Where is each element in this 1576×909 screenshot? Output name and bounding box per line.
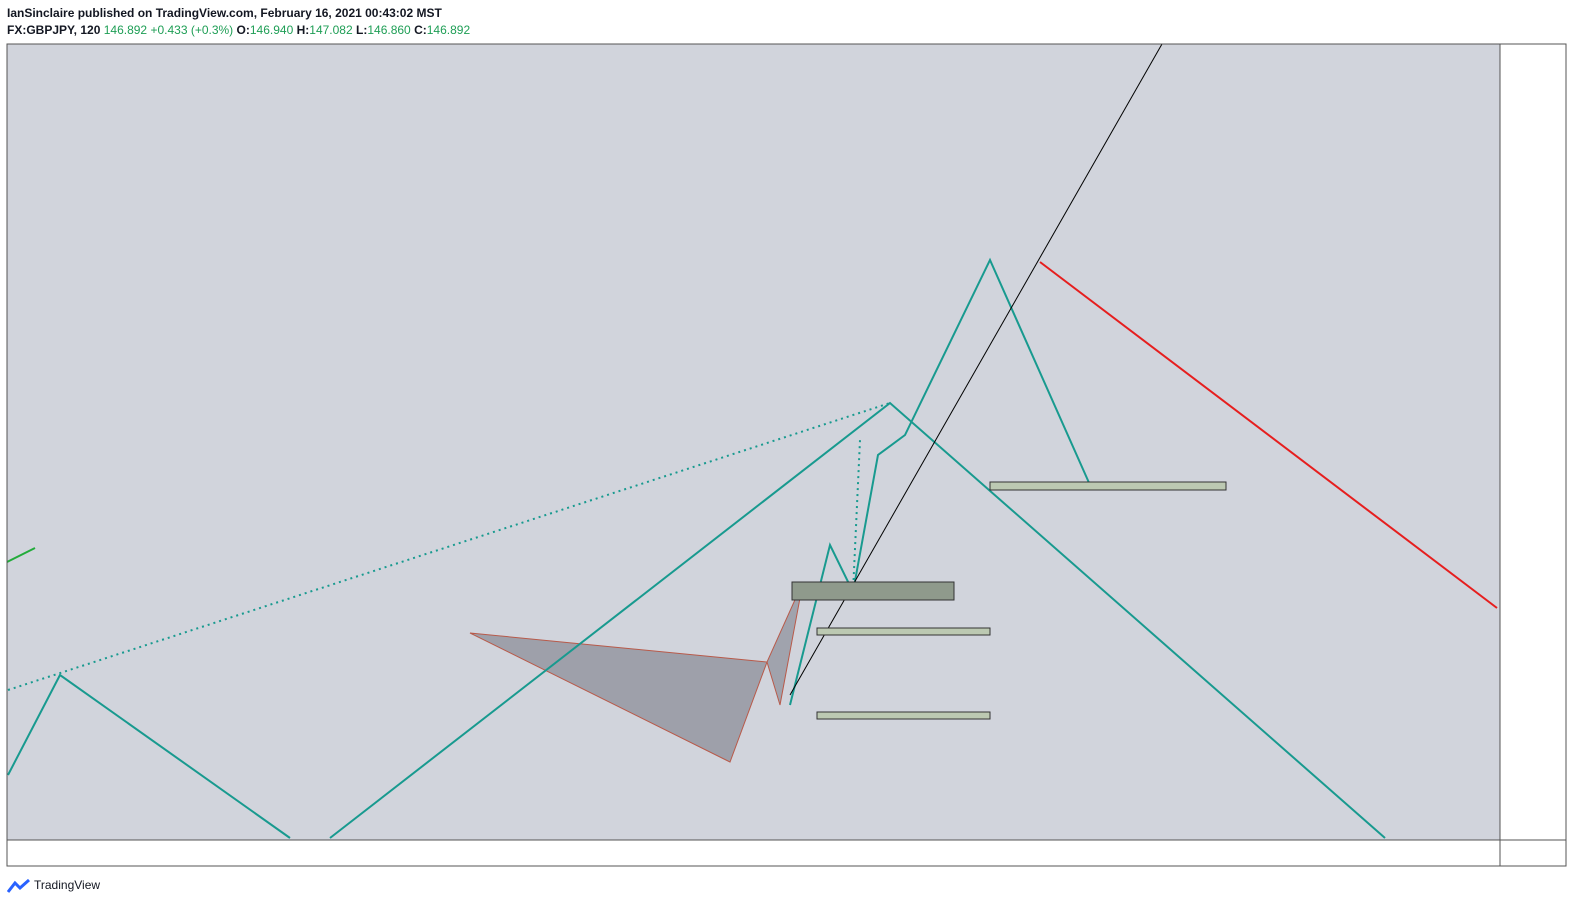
symbol: FX:GBPJPY, 120 — [7, 23, 101, 37]
pattern-line — [329, 401, 1386, 839]
dotted-line — [852, 439, 861, 593]
logo — [7, 878, 30, 893]
red-line — [1039, 261, 1498, 609]
zigzag — [789, 257, 1091, 706]
brand: TradingView — [34, 878, 101, 892]
o-label: O: — [236, 23, 250, 37]
harmonic — [469, 632, 768, 763]
drawings — [6, 43, 1498, 839]
pattern-line — [7, 673, 291, 839]
frame — [6, 43, 1567, 867]
h-label: H: — [296, 23, 310, 37]
c: 146.892 — [426, 23, 471, 37]
last: 146.892 — [103, 23, 148, 37]
publish-info: IanSinclaire published on TradingView.co… — [7, 6, 442, 20]
change: +0.433 (+0.3%) — [150, 23, 234, 37]
l: 146.860 — [367, 23, 411, 37]
arrow — [6, 547, 36, 563]
o: 146.940 — [249, 23, 294, 37]
header: IanSinclaire published on TradingView.co… — [7, 5, 470, 39]
publish-line: IanSinclaire published on TradingView.co… — [7, 5, 470, 22]
block — [816, 627, 991, 636]
plot-bg — [7, 44, 1500, 840]
block — [989, 481, 1227, 491]
block — [791, 581, 955, 601]
dotted-line — [7, 402, 891, 691]
footer: TradingView — [34, 878, 100, 892]
l-label: L: — [356, 23, 368, 37]
chart — [6, 43, 1567, 867]
block — [816, 711, 991, 720]
c-label: C: — [414, 23, 427, 37]
h: 147.082 — [309, 23, 353, 37]
ohlc-line: FX:GBPJPY, 120 146.892 +0.433 (+0.3%) O:… — [7, 22, 470, 39]
harmonic — [766, 581, 804, 706]
